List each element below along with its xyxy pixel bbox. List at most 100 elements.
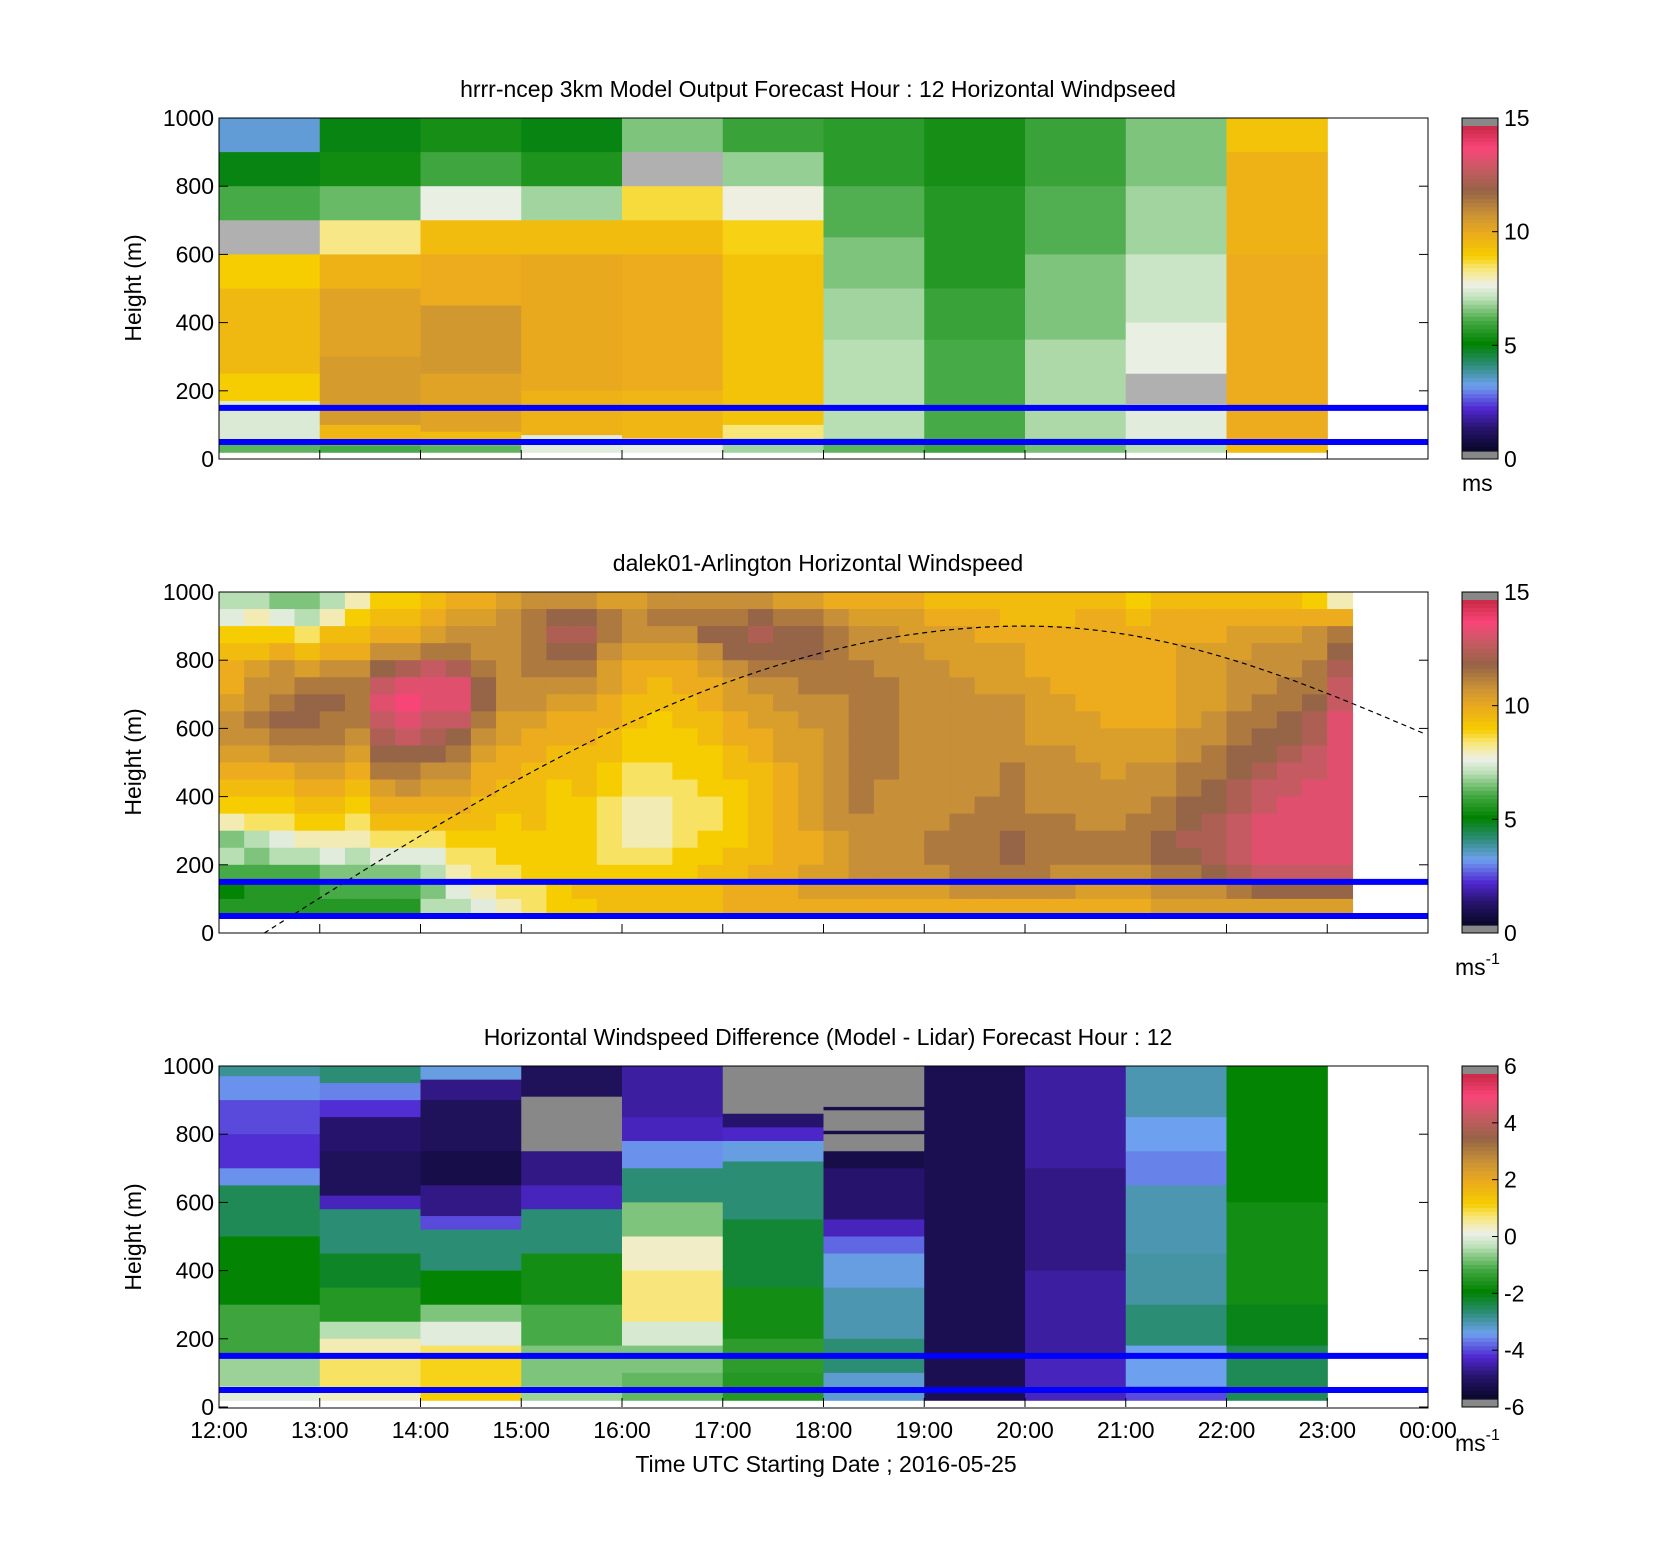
heatmap-cell — [571, 609, 598, 627]
heatmap-cell — [747, 864, 774, 883]
colorbar-swatch — [1462, 1256, 1498, 1262]
heatmap-cell — [420, 830, 447, 849]
heatmap-cell — [974, 796, 1001, 815]
heatmap-cell — [571, 796, 598, 815]
heatmap-cell — [722, 762, 749, 781]
heatmap-cell — [999, 677, 1026, 695]
heatmap-cell — [1226, 609, 1253, 627]
heatmap-cell — [1226, 626, 1253, 644]
colorbar-cap-bottom — [1462, 451, 1498, 459]
heatmap-cell — [420, 1321, 522, 1347]
heatmap-cell — [344, 643, 371, 661]
heatmap-cell — [974, 779, 1001, 798]
heatmap-cell — [1050, 796, 1076, 815]
heatmap-cell — [722, 1127, 825, 1142]
colorbar-swatch — [1462, 1358, 1498, 1364]
y-tick-label: 800 — [176, 1121, 214, 1147]
heatmap-cell — [319, 643, 346, 661]
colorbar-swatch — [1462, 353, 1498, 359]
heatmap-cell — [219, 847, 245, 866]
heatmap-cell — [949, 881, 976, 900]
heatmap-cell — [420, 762, 447, 781]
heatmap-cell — [722, 254, 825, 426]
heatmap-cell — [647, 898, 673, 917]
heatmap-cell — [823, 339, 925, 440]
colorbar-swatch — [1462, 1098, 1498, 1104]
heatmap-cell — [722, 626, 749, 644]
heatmap-cell — [420, 728, 447, 747]
colorbar-swatch — [1462, 1334, 1498, 1339]
colorbar-swatch — [1462, 713, 1498, 719]
colorbar-swatch — [1462, 284, 1498, 290]
colorbar-swatch — [1462, 1244, 1498, 1250]
colorbar-tick-label: 2 — [1504, 1167, 1517, 1193]
colorbar-tick-label: 0 — [1504, 446, 1517, 472]
heatmap-cell — [1150, 762, 1177, 781]
heatmap-cell — [823, 813, 850, 832]
heatmap-cell — [1125, 1345, 1228, 1388]
heatmap-cell — [1075, 881, 1102, 900]
heatmap-cell — [1150, 660, 1177, 678]
heatmap-cell — [420, 1100, 522, 1152]
heatmap-cell — [571, 830, 598, 849]
heatmap-cell — [873, 711, 900, 729]
heatmap-cell — [521, 864, 548, 883]
x-tick-label: 00:00 — [1399, 1417, 1457, 1443]
colorbar-swatch — [1462, 329, 1498, 334]
panel-model-ticks: 0 200 400 600 800 1000 — [163, 105, 1429, 472]
colorbar-swatch — [1462, 673, 1498, 678]
heatmap-cell — [1125, 322, 1228, 375]
colorbar-swatch — [1462, 316, 1498, 322]
heatmap-cell — [521, 1209, 623, 1255]
colorbar-swatch — [1462, 186, 1498, 192]
heatmap-cell — [1025, 711, 1051, 729]
heatmap-cell — [697, 745, 724, 764]
heatmap-cell — [924, 592, 951, 610]
heatmap-cell — [420, 898, 447, 917]
heatmap-cell — [1125, 373, 1228, 406]
heatmap-cell — [1050, 881, 1076, 900]
heatmap-cell — [647, 847, 673, 866]
heatmap-cell — [647, 694, 673, 712]
heatmap-cell — [294, 847, 321, 866]
heatmap-cell — [521, 186, 623, 221]
heatmap-cell — [370, 711, 396, 729]
colorbar-swatch — [1462, 321, 1498, 326]
heatmap-cell — [1276, 711, 1303, 729]
heatmap-cell — [344, 847, 371, 866]
heatmap-cell — [1125, 1117, 1228, 1152]
heatmap-cell — [219, 830, 245, 849]
heatmap-cell — [1050, 592, 1076, 610]
x-tick-label: 20:00 — [996, 1417, 1054, 1443]
colorbar-swatch — [1462, 386, 1498, 391]
heatmap-cell — [1201, 796, 1228, 815]
colorbar-swatch — [1462, 1378, 1498, 1384]
colorbar-swatch — [1462, 868, 1498, 873]
colorbar-swatch — [1462, 333, 1498, 338]
heatmap-cell — [999, 830, 1026, 849]
heatmap-cell — [1176, 643, 1202, 661]
heatmap-cell — [1302, 694, 1328, 712]
colorbar-swatch — [1462, 1309, 1498, 1315]
colorbar-swatch — [1462, 738, 1498, 743]
heatmap-cell — [470, 762, 497, 781]
heatmap-cell — [1327, 779, 1354, 798]
colorbar-swatch — [1462, 357, 1498, 363]
panel-difference-heatmap — [219, 1066, 1328, 1401]
heatmap-cell — [1150, 626, 1177, 644]
panel-lidar-ylabel: Height (m) — [120, 708, 146, 815]
heatmap-cell — [1075, 728, 1102, 747]
heatmap-cell — [344, 898, 371, 917]
heatmap-cell — [1201, 881, 1228, 900]
colorbar-swatch — [1462, 1102, 1498, 1108]
heatmap-cell — [672, 728, 699, 747]
heatmap-cell — [445, 847, 472, 866]
heatmap-cell — [269, 830, 296, 849]
heatmap-cell — [798, 677, 825, 695]
heatmap-cell — [722, 728, 749, 747]
colorbar-swatch — [1462, 872, 1498, 877]
heatmap-cell — [319, 728, 346, 747]
x-tick-label: 16:00 — [593, 1417, 651, 1443]
heatmap-cell — [798, 609, 825, 627]
colorbar-swatch — [1462, 754, 1498, 760]
